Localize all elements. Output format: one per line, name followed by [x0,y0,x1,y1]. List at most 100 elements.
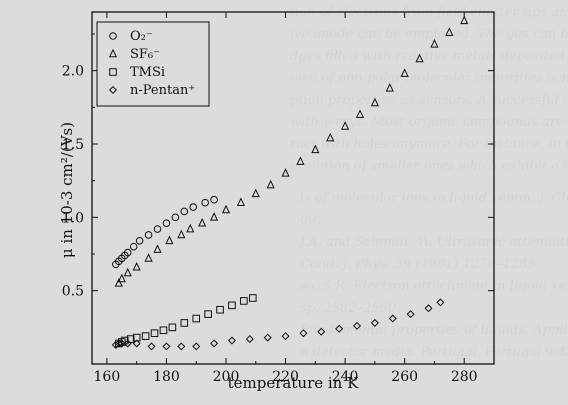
point-series-3 [162,342,171,351]
legend-marker [108,48,118,58]
legend-label: O₂⁻ [130,29,153,44]
point-series-3 [370,318,379,327]
x-tick-label: 160 [94,369,121,385]
legend-label: TMSi [130,65,165,80]
legend-marker [108,85,118,95]
point-series-2 [132,333,141,342]
point-series-0 [144,231,153,239]
point-series-3 [335,324,344,333]
x-axis-label: temperature in K [228,374,359,392]
point-series-3 [317,327,326,336]
legend-label: n-Pentan⁺ [130,83,195,98]
plot-frame [91,11,495,365]
y-tick-label: 1.5 [62,137,84,153]
y-tick-label: 1.0 [62,210,84,226]
point-series-1 [460,15,469,25]
point-series-0 [210,195,218,204]
point-series-3 [192,342,201,351]
point-series-3 [123,339,132,348]
point-series-1 [114,278,123,287]
point-series-2 [249,294,257,302]
point-series-1 [445,27,454,36]
point-series-1 [153,244,162,253]
point-series-1 [198,217,207,227]
point-series-1 [177,229,186,239]
point-series-3 [177,342,186,351]
point-series-0 [123,248,132,257]
axis-ticks: 160 180 200 220 240 260 280 0.5 1.0 1.5 2.0 [62,12,494,385]
point-series-3 [281,332,290,341]
point-series-0 [153,225,162,233]
point-series-1 [400,68,409,77]
point-series-2 [228,301,236,310]
point-series-2 [240,297,248,305]
point-series-1 [123,267,132,277]
point-series-1 [266,179,275,189]
point-series-3 [132,339,141,348]
point-series-1 [281,168,290,177]
point-series-3 [406,310,415,319]
point-series-2 [204,310,212,318]
x-tick-label: 220 [272,369,299,385]
point-series-1 [370,97,379,107]
point-series-1 [236,197,245,206]
point-series-1 [430,39,439,48]
point-series-3 [114,339,123,348]
point-series-0 [180,207,189,216]
point-series-3 [436,298,445,307]
y-tick-label: 2.0 [62,64,84,80]
point-series-2 [159,326,168,335]
point-series-2 [180,319,189,327]
point-series-3 [111,340,120,349]
x-tick-label: 260 [391,369,418,385]
x-tick-label: 200 [213,369,240,385]
point-series-3 [210,339,219,348]
point-series-0 [189,203,198,211]
point-series-2 [168,323,177,332]
point-series-1 [221,204,231,214]
point-series-0 [129,242,138,251]
legend-box [96,21,210,107]
point-series-1 [355,109,365,118]
x-tick-label: 240 [332,369,359,385]
point-series-3 [388,314,397,323]
point-series-1 [415,53,424,63]
point-series-3 [263,333,272,342]
point-series-3 [353,321,362,330]
legend-marker [109,68,117,76]
y-axis-label: μ in 10-3 cm²/(Vs) [58,122,76,258]
point-series-1 [326,132,335,142]
point-series-2 [141,332,150,340]
point-series-1 [209,212,219,221]
point-series-3 [147,342,156,351]
point-series-0 [171,213,180,222]
y-tick-label: 0.5 [62,284,84,300]
x-tick-label: 280 [451,369,478,385]
point-series-1 [251,188,260,198]
point-series-1 [117,273,126,283]
point-series-1 [311,144,320,154]
point-series-1 [341,121,350,130]
point-series-3 [424,304,433,313]
x-tick-label: 180 [153,369,180,385]
point-series-2 [150,329,159,337]
point-series-1 [165,235,174,245]
point-series-3 [117,339,126,348]
point-series-0 [201,198,209,207]
point-series-1 [296,156,305,165]
point-series-2 [192,314,201,323]
point-series-2 [216,305,224,314]
point-series-3 [245,335,254,344]
point-series-0 [162,219,171,227]
legend-marker [109,32,117,40]
point-series-3 [227,336,236,345]
legend-label: SF₆⁻ [130,47,160,62]
point-series-0 [135,237,144,245]
point-series-2 [126,335,135,343]
point-series-1 [132,261,141,271]
point-series-1 [186,223,195,233]
legend: O₂⁻ SF₆⁻ TMSi n-Pentan⁺ [96,21,210,107]
point-series-1 [144,253,153,262]
